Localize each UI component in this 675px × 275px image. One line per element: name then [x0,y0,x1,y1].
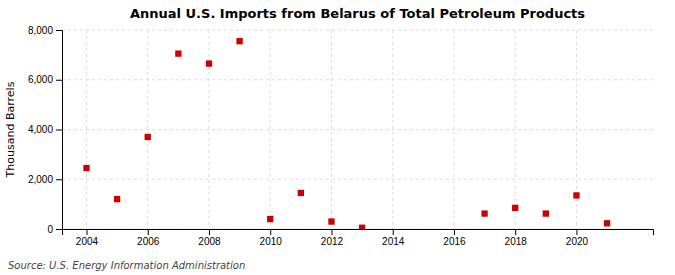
y-tick: 2,000 [28,174,62,185]
point [145,134,151,140]
x-tick-label: 2020 [566,236,589,247]
y-tick: 4,000 [28,124,62,135]
x-tick-label: 2010 [260,236,283,247]
x-grid-line [147,30,148,229]
point [236,38,242,44]
x-tick-mark [270,229,271,235]
point [267,216,273,222]
y-tick-label: 4,000 [28,124,53,135]
y-tick: 8,000 [28,25,62,36]
y-axis-title: Thousand Barrels [4,81,17,178]
y-grid-line [62,179,653,180]
x-tick-mark [148,229,149,235]
x-tick-label: 2014 [382,236,405,247]
point [543,210,549,216]
x-grid-line [270,30,271,229]
point [298,190,304,196]
point [328,218,334,224]
x-tick-label: 2012 [321,236,344,247]
x-tick: 2012 [321,229,344,247]
point [604,220,610,226]
y-tick-mark [56,80,62,81]
points [83,38,610,229]
point [573,192,579,198]
title: Annual U.S. Imports from Belarus of Tota… [130,6,585,21]
y-tick-mark [56,30,62,31]
x-grid-line [86,30,87,229]
x-tick: 2004 [76,229,99,247]
x-tick-mark [86,229,87,235]
x-tick-mark [454,229,455,235]
y-axis: 0 2,000 4,000 6,000 8,000 [28,25,63,235]
x-grid-line [392,30,393,229]
y-tick-mark [56,229,62,230]
plot-area: 2004 2006 2008 2010 2012 2014 2016 2018 2020 0 2,0… [28,25,654,247]
x-grid-line [515,30,516,229]
x-tick: 2014 [382,229,405,247]
y-tick-mark [56,130,62,131]
point [175,50,181,56]
y-tick: 0 [47,224,62,235]
x-grid-line [331,30,332,229]
x-tick-label: 2016 [443,236,466,247]
x-tick: 2020 [566,229,589,247]
y-tick-label: 2,000 [28,174,53,185]
point [359,225,365,229]
x-grid-line [453,30,454,229]
x-grid-line [208,30,209,229]
point [512,205,518,211]
x-tick-label: 2004 [76,236,99,247]
y-tick-label: 0 [47,224,53,235]
x-axis: 2004 2006 2008 2010 2012 2014 2016 2018 2020 [63,229,654,247]
x-tick-mark [515,229,516,235]
x-tick: 2016 [443,229,466,247]
y-grid-line [62,30,653,31]
grid [62,30,653,229]
x-tick: 2008 [198,229,221,247]
y-grid-line [62,79,653,80]
point [114,196,120,202]
y-axis-line [56,31,63,230]
source-note: Source: U.S. Energy Information Administ… [8,260,245,271]
x-tick: 2010 [260,229,283,247]
y-tick: 6,000 [28,74,62,85]
x-tick-mark [209,229,210,235]
x-tick-mark [393,229,394,235]
point [481,210,487,216]
x-tick: 2006 [137,229,160,247]
y-tick-label: 8,000 [28,25,53,36]
x-tick-label: 2008 [198,236,221,247]
point [206,60,212,66]
x-tick-mark [331,229,332,235]
x-grid-line [576,30,577,229]
x-tick: 2018 [505,229,528,247]
y-tick-label: 6,000 [28,74,53,85]
y-grid-line [62,129,653,130]
y-tick-mark [56,179,62,180]
x-tick-mark [576,229,577,235]
x-tick-label: 2006 [137,236,160,247]
point [83,165,89,171]
x-tick-label: 2018 [505,236,528,247]
chart-container: 2004 2006 2008 2010 2012 2014 2016 2018 2020 0 2,0… [0,0,675,275]
x-axis-line [63,230,654,236]
chart: 2004 2006 2008 2010 2012 2014 2016 2018 2020 0 2,0… [0,0,675,275]
